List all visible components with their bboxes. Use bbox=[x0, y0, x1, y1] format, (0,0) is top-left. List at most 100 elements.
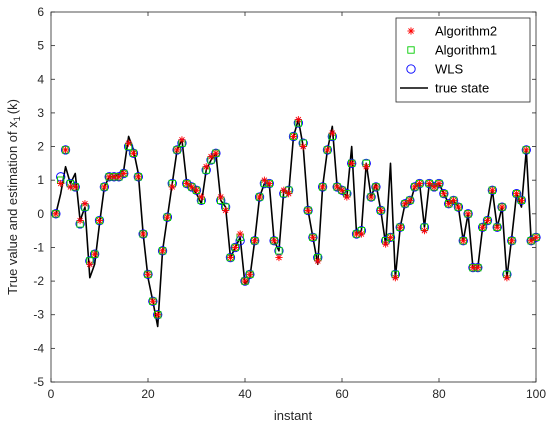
algorithm2-point bbox=[503, 274, 511, 282]
legend-items: Algorithm2 Algorithm1 WLS true state bbox=[400, 24, 497, 96]
wls-point bbox=[254, 192, 265, 202]
algorithm2-point bbox=[76, 216, 84, 225]
wls-point bbox=[250, 236, 260, 246]
wls-point bbox=[497, 202, 507, 212]
algorithm2-point bbox=[270, 237, 278, 245]
algorithm2-point bbox=[352, 230, 361, 238]
x-tick-label: 0 bbox=[48, 387, 55, 401]
algorithm2-point bbox=[343, 193, 351, 201]
algorithm2-point bbox=[430, 183, 438, 191]
algorithm2-point bbox=[217, 193, 225, 201]
y-tick-label: 1 bbox=[37, 173, 44, 187]
wls-point bbox=[482, 215, 493, 226]
algorithm2-point bbox=[440, 190, 448, 198]
algorithm2-point bbox=[197, 193, 205, 201]
algorithm2-point bbox=[513, 190, 521, 198]
algorithm2-point bbox=[86, 260, 94, 268]
algorithm2-point bbox=[255, 193, 264, 201]
algorithm2-point bbox=[265, 179, 273, 188]
x-tick-label: 80 bbox=[432, 387, 446, 401]
algorithm2-point bbox=[285, 190, 293, 198]
algorithm2-point bbox=[125, 139, 133, 147]
algorithm2-point bbox=[61, 146, 70, 154]
algorithm2-point bbox=[299, 142, 307, 151]
legend-label: Algorithm1 bbox=[435, 43, 497, 58]
algorithm2-point bbox=[251, 237, 259, 245]
legend: Algorithm2 Algorithm1 WLS true state bbox=[395, 17, 531, 103]
algorithm2-point bbox=[401, 200, 409, 208]
y-axis-label-subscript: 1 bbox=[12, 116, 22, 121]
x-tick-label: 40 bbox=[238, 387, 252, 401]
algorithm2-point bbox=[425, 179, 433, 188]
algorithm2-point bbox=[522, 146, 530, 154]
algorithm2-point bbox=[154, 311, 162, 319]
algorithm2-point bbox=[386, 233, 395, 241]
y-tick-label: -4 bbox=[33, 341, 44, 355]
y-axis-label: True value and estimation of x1 (k) bbox=[5, 99, 22, 295]
algorithm2-point bbox=[289, 132, 298, 141]
wls-point bbox=[376, 205, 386, 216]
wls-point bbox=[492, 222, 502, 232]
wls-point bbox=[60, 145, 71, 155]
algorithm2-point bbox=[246, 270, 254, 278]
algorithm2-point bbox=[435, 179, 443, 188]
algorithm2-point bbox=[459, 237, 467, 245]
algorithm2-point bbox=[416, 179, 424, 188]
algorithm2-point bbox=[372, 183, 380, 191]
wls-point bbox=[143, 269, 153, 280]
legend-circle-marker bbox=[406, 64, 416, 74]
algorithm2-point bbox=[304, 206, 312, 215]
algorithm2-point bbox=[532, 233, 540, 241]
algorithm2-point bbox=[454, 203, 462, 211]
wls-point bbox=[521, 145, 531, 155]
algorithm2-point bbox=[406, 196, 414, 204]
wls-point bbox=[148, 296, 158, 306]
legend-entry-wls: WLS bbox=[406, 62, 464, 77]
algorithm2-markers-layer bbox=[52, 116, 540, 319]
algorithm2-point bbox=[231, 243, 239, 252]
algorithm2-point bbox=[91, 250, 99, 258]
algorithm2-point bbox=[129, 149, 138, 157]
wls-point bbox=[211, 148, 221, 158]
algorithm2-point bbox=[474, 264, 482, 272]
wls-point bbox=[90, 249, 100, 259]
legend-entry-alg1: Algorithm1 bbox=[407, 43, 497, 58]
algorithm2-point bbox=[207, 153, 215, 161]
y-tick-label: 6 bbox=[37, 5, 44, 19]
algorithm2-point bbox=[464, 210, 472, 218]
algorithm2-point bbox=[483, 216, 492, 225]
wls-point bbox=[264, 178, 274, 189]
y-tick-label: -3 bbox=[33, 308, 44, 322]
wls-point bbox=[230, 242, 240, 253]
wls-point bbox=[225, 252, 236, 263]
algorithm2-point bbox=[377, 206, 385, 215]
algorithm2-point bbox=[71, 183, 79, 191]
algorithm2-point bbox=[275, 253, 283, 262]
algorithm2-point bbox=[527, 237, 535, 245]
wls-point bbox=[245, 269, 255, 280]
ticks-layer: 0 20 40 60 80 100 -5 -4 -3 -2 -1 0 1 2 3 4 5 6 bbox=[33, 5, 546, 401]
wls-point bbox=[133, 172, 143, 182]
algorithm2-point bbox=[479, 223, 487, 231]
algorithm2-point bbox=[173, 146, 181, 154]
algorithm2-point bbox=[100, 183, 108, 191]
y-tick-label: 4 bbox=[37, 72, 44, 86]
algorithm2-point bbox=[517, 196, 526, 204]
wls-point bbox=[288, 131, 299, 142]
algorithm2-point bbox=[391, 274, 399, 282]
y-tick-label: -2 bbox=[33, 274, 44, 288]
algorithm2-point bbox=[81, 200, 89, 208]
wls-point bbox=[138, 229, 148, 239]
wls-point bbox=[51, 209, 61, 219]
legend-label: WLS bbox=[435, 62, 464, 77]
x-tick-label: 20 bbox=[141, 387, 155, 401]
x-tick-label: 100 bbox=[526, 387, 546, 401]
algorithm2-point bbox=[236, 230, 244, 238]
algorithm2-point bbox=[241, 277, 249, 285]
y-axis-label-main: True value and estimation of x bbox=[5, 121, 20, 295]
legend-entry-true: true state bbox=[400, 81, 489, 96]
algorithm2-point bbox=[149, 297, 157, 305]
y-tick-label: -1 bbox=[33, 240, 44, 254]
algorithm2-point bbox=[57, 179, 65, 188]
wls-point bbox=[269, 236, 279, 246]
